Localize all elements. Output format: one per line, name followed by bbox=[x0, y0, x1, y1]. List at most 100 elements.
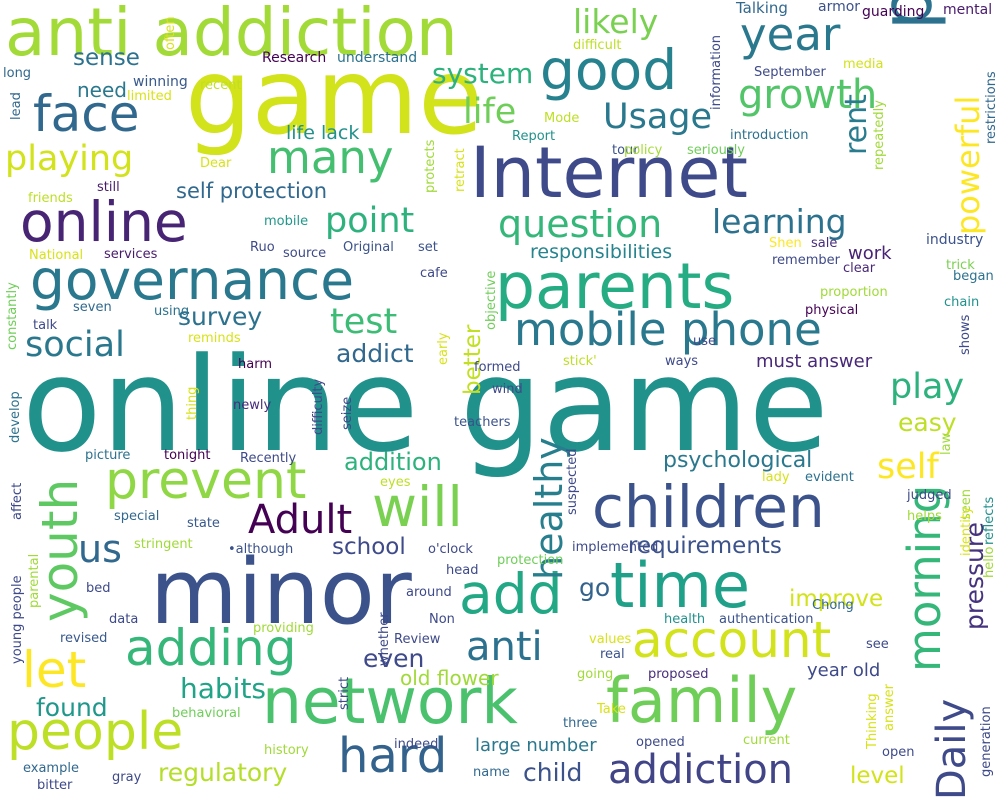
cloud-word: game bbox=[185, 36, 483, 158]
cloud-word: retract bbox=[453, 148, 468, 192]
cloud-word: bitter bbox=[37, 778, 73, 793]
cloud-word: school bbox=[332, 534, 406, 560]
cloud-word: Original bbox=[343, 240, 394, 255]
cloud-word: hard bbox=[338, 728, 448, 784]
cloud-word: thing bbox=[185, 386, 200, 420]
cloud-word: even bbox=[363, 644, 425, 673]
cloud-word: picture bbox=[85, 448, 131, 463]
cloud-word: found bbox=[36, 693, 108, 722]
cloud-word: whether bbox=[377, 612, 392, 666]
cloud-word: playing bbox=[5, 139, 134, 179]
cloud-word: parents bbox=[495, 250, 735, 323]
cloud-word: National bbox=[29, 248, 84, 263]
cloud-word: winning bbox=[133, 74, 188, 90]
cloud-word: Adult bbox=[248, 497, 353, 543]
cloud-word: health bbox=[664, 612, 706, 627]
cloud-word: responsibilities bbox=[530, 241, 673, 263]
cloud-word: self bbox=[877, 447, 939, 487]
cloud-word: o'clock bbox=[428, 542, 473, 557]
cloud-word: people bbox=[7, 702, 184, 762]
cloud-word: network bbox=[262, 665, 518, 738]
cloud-word: guarding bbox=[862, 4, 925, 20]
cloud-word: sale bbox=[811, 236, 838, 251]
cloud-word: Research bbox=[262, 50, 327, 66]
cloud-word: information bbox=[709, 34, 724, 110]
cloud-word: real bbox=[600, 647, 625, 662]
cloud-word: point bbox=[325, 201, 415, 241]
cloud-word: Dear bbox=[200, 156, 232, 171]
cloud-word: survey bbox=[178, 302, 263, 331]
cloud-word: eyes bbox=[380, 475, 411, 490]
cloud-word: stringent bbox=[134, 537, 193, 552]
cloud-word: values bbox=[589, 632, 632, 647]
cloud-word: providing bbox=[253, 621, 314, 636]
cloud-word: early bbox=[436, 332, 451, 365]
cloud-word: mobile phone bbox=[514, 303, 822, 356]
cloud-word: gray bbox=[112, 770, 142, 785]
cloud-word: Daily bbox=[929, 698, 975, 800]
cloud-word: rent bbox=[839, 94, 874, 155]
cloud-word: test bbox=[330, 302, 398, 342]
cloud-word: regulatory bbox=[158, 758, 288, 787]
cloud-word: repeatedly bbox=[872, 100, 887, 170]
cloud-word: indeed bbox=[394, 737, 439, 752]
cloud-word: Thinking bbox=[865, 693, 880, 749]
cloud-word: friends bbox=[28, 191, 73, 206]
cloud-word: talk bbox=[33, 318, 58, 333]
cloud-word: going bbox=[577, 667, 614, 682]
cloud-word: opened bbox=[636, 735, 685, 750]
cloud-word: self protection bbox=[176, 179, 328, 203]
cloud-word: proportion bbox=[820, 285, 888, 300]
cloud-word: remember bbox=[772, 253, 840, 268]
cloud-word: Chong bbox=[812, 598, 854, 613]
cloud-word: Review bbox=[394, 632, 441, 647]
cloud-word: generation bbox=[979, 706, 994, 777]
cloud-word: strict bbox=[337, 676, 352, 710]
cloud-word: cafe bbox=[420, 266, 448, 281]
cloud-word: anti addiction bbox=[5, 0, 458, 71]
cloud-word: using bbox=[154, 304, 190, 319]
cloud-word: good bbox=[540, 38, 678, 102]
cloud-word: sense bbox=[73, 45, 140, 71]
cloud-word: must answer bbox=[756, 351, 873, 372]
cloud-word: social bbox=[25, 325, 125, 365]
cloud-word: wind bbox=[492, 382, 523, 397]
cloud-word: teachers bbox=[454, 415, 511, 430]
cloud-word: bed bbox=[86, 581, 111, 596]
cloud-word: difficult bbox=[573, 38, 622, 53]
cloud-word: children bbox=[592, 473, 825, 541]
cloud-word: face bbox=[33, 85, 140, 143]
cloud-word: seven bbox=[73, 300, 112, 315]
cloud-word: governance bbox=[30, 248, 355, 312]
cloud-word: introduction bbox=[730, 128, 809, 143]
cloud-word: year old bbox=[807, 660, 881, 681]
cloud-word: Internet bbox=[470, 132, 748, 214]
cloud-word: Usage bbox=[603, 97, 713, 137]
cloud-word: parental bbox=[27, 553, 42, 608]
cloud-word: prevent bbox=[105, 451, 307, 511]
cloud-word: addition bbox=[344, 448, 442, 476]
cloud-word: powerful bbox=[949, 95, 987, 235]
cloud-word: identity bbox=[959, 506, 974, 556]
cloud-word: recent bbox=[200, 78, 242, 93]
cloud-word: ways bbox=[665, 354, 699, 369]
cloud-word: young people bbox=[10, 575, 25, 664]
cloud-word: Talking bbox=[736, 0, 788, 17]
cloud-word: learning bbox=[712, 202, 847, 241]
cloud-word: behavioral bbox=[172, 706, 241, 721]
cloud-word: answer bbox=[882, 684, 897, 731]
cloud-word: clear bbox=[843, 261, 876, 276]
cloud-word: objective bbox=[484, 270, 499, 330]
cloud-word: system bbox=[432, 57, 534, 90]
cloud-word: online bbox=[20, 190, 188, 254]
cloud-word: Mode bbox=[544, 111, 580, 126]
cloud-word: go bbox=[579, 573, 611, 602]
cloud-word: anti bbox=[466, 624, 543, 670]
cloud-word: minor bbox=[150, 540, 412, 645]
cloud-word: restrictions bbox=[984, 71, 999, 144]
cloud-word: source bbox=[283, 246, 327, 261]
cloud-word: large number bbox=[475, 735, 597, 756]
cloud-word: will bbox=[372, 475, 463, 539]
cloud-word: armor bbox=[818, 0, 861, 15]
cloud-word: likely bbox=[573, 2, 659, 41]
